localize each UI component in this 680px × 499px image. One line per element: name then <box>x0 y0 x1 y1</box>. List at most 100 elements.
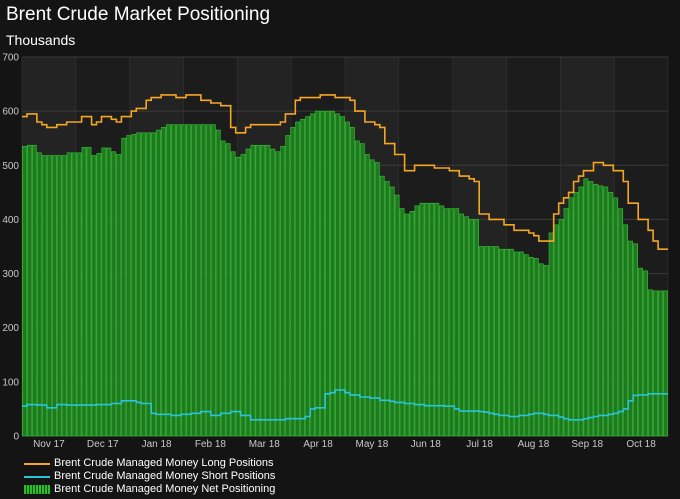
net-bar <box>563 208 569 437</box>
x-tick-label: Sep 18 <box>571 439 603 450</box>
net-bar <box>31 144 37 437</box>
net-bar <box>185 124 191 437</box>
net-bar <box>439 205 445 437</box>
net-bar <box>235 156 241 437</box>
net-bar <box>474 219 479 437</box>
net-bar <box>106 147 112 437</box>
net-bar <box>126 135 132 437</box>
position-lines <box>22 94 668 421</box>
net-bar <box>548 232 554 437</box>
net-bar <box>200 124 206 437</box>
short-line-swatch-icon <box>24 475 50 478</box>
net-bar <box>250 144 256 437</box>
net-bar <box>653 290 658 437</box>
net-bar <box>558 219 564 437</box>
x-tick-label: Aug 18 <box>518 439 550 450</box>
net-bar <box>195 124 201 437</box>
net-bar <box>504 248 509 437</box>
net-bar <box>300 118 306 437</box>
net-bar <box>533 258 539 437</box>
net-bar <box>101 147 107 437</box>
legend-item-net[interactable]: Brent Crude Managed Money Net Positionin… <box>24 483 275 496</box>
net-bar <box>275 151 281 437</box>
y-tick-label: 600 <box>2 107 19 118</box>
net-bar <box>409 211 415 437</box>
net-bar <box>568 197 574 437</box>
net-bar <box>161 127 166 437</box>
x-tick-label: Mar 18 <box>249 439 281 450</box>
legend-label-short: Brent Crude Managed Money Short Position… <box>54 470 276 482</box>
net-bar <box>245 148 251 437</box>
x-tick-label: Jun 18 <box>411 439 441 450</box>
net-bar <box>51 155 57 437</box>
net-bar <box>513 251 519 437</box>
net-bar <box>643 270 648 437</box>
net-bar <box>583 178 589 437</box>
net-bar <box>240 154 246 437</box>
net-bar <box>553 224 559 437</box>
net-bar <box>484 246 489 437</box>
chart-title: Brent Crude Market Positioning <box>6 4 271 25</box>
net-bar <box>270 148 276 437</box>
net-bar <box>81 147 87 437</box>
net-bar <box>434 202 440 437</box>
net-bar <box>61 155 67 437</box>
net-bar <box>285 135 291 437</box>
net-bars-swatch-icon <box>24 485 50 494</box>
net-bar <box>205 124 211 437</box>
net-bar <box>225 143 231 437</box>
net-bar <box>171 124 176 437</box>
net-bar <box>340 116 345 437</box>
net-bar <box>66 152 72 437</box>
net-bar <box>176 124 181 437</box>
net-positioning-bars <box>21 110 668 437</box>
net-bar <box>573 192 579 437</box>
short-positions-line <box>22 389 668 421</box>
y-axis-ticks: 0 100 200 300 400 500 600 700 <box>2 53 19 443</box>
net-bar <box>280 146 286 437</box>
net-bar <box>663 290 668 437</box>
net-bar <box>146 132 151 437</box>
net-bar <box>26 144 32 437</box>
net-bar <box>121 137 127 437</box>
net-bar <box>429 202 435 437</box>
net-bar <box>444 208 450 437</box>
net-bar <box>414 205 420 437</box>
legend-label-net: Brent Crude Managed Money Net Positionin… <box>54 483 276 495</box>
net-bar <box>379 175 385 437</box>
net-bar <box>141 132 147 437</box>
y-tick-label: 100 <box>2 377 19 388</box>
net-bar <box>499 248 504 437</box>
net-bar <box>394 194 400 437</box>
net-bar <box>404 213 410 437</box>
net-bar <box>369 159 375 437</box>
net-bar <box>320 110 325 437</box>
net-bar <box>76 152 82 437</box>
x-tick-label: Apr 18 <box>303 439 333 450</box>
y-tick-label: 400 <box>2 215 19 226</box>
legend-item-short[interactable]: Brent Crude Managed Money Short Position… <box>24 470 275 483</box>
net-bar <box>578 186 584 437</box>
net-bar <box>359 143 365 437</box>
legend-item-long[interactable]: Brent Crude Managed Money Long Positions <box>24 457 275 470</box>
net-bar <box>658 290 663 437</box>
net-bar <box>41 155 47 437</box>
x-tick-label: Jul 18 <box>466 439 493 450</box>
x-tick-label: Oct 18 <box>626 439 656 450</box>
net-bar <box>454 208 460 437</box>
net-bar <box>464 216 470 437</box>
net-bar <box>111 151 117 437</box>
net-bar <box>71 152 77 437</box>
net-bar <box>608 192 614 437</box>
y-tick-label: 200 <box>2 323 19 334</box>
net-bar <box>220 140 226 437</box>
net-bar <box>424 202 430 437</box>
net-bar <box>131 134 137 437</box>
legend-label-long: Brent Crude Managed Money Long Positions <box>54 457 274 469</box>
net-bar <box>136 132 142 437</box>
net-bar <box>508 248 514 437</box>
net-bar <box>116 154 122 437</box>
net-bar <box>523 254 529 437</box>
net-bar <box>628 240 634 437</box>
net-bar <box>494 246 499 437</box>
